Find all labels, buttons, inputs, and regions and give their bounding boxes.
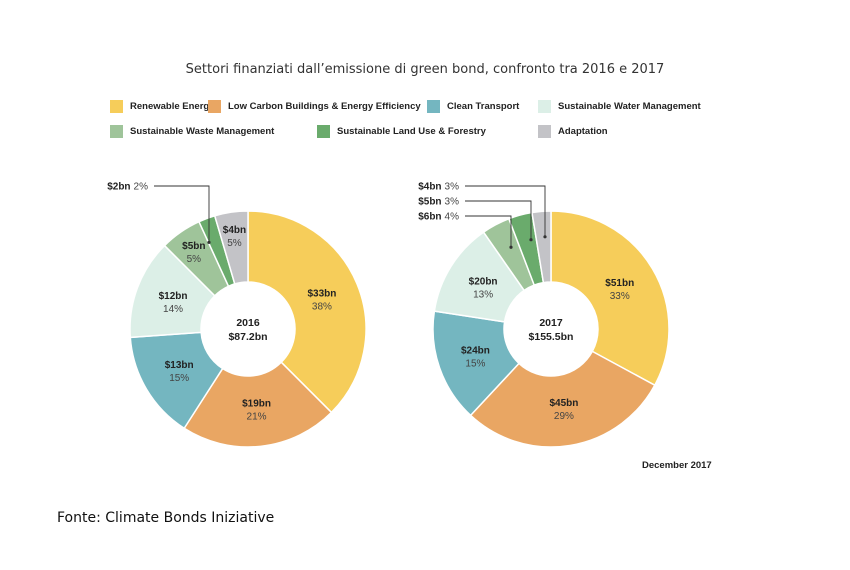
- legend-item-sustainable-waste: Sustainable Waste Management: [110, 125, 274, 138]
- donut-slice: [213, 210, 249, 285]
- callout-label: $2bn 2%: [107, 182, 148, 193]
- legend-label: Adaptation: [558, 126, 608, 137]
- donut-slice: [129, 331, 224, 430]
- legend-item-sustainable-water: Sustainable Water Management: [538, 100, 701, 113]
- slice-amount-label: $20bn: [469, 277, 498, 288]
- slice-percent-label: 15%: [465, 358, 485, 369]
- slice-percent-label: 14%: [163, 304, 183, 315]
- center-total-label: $87.2bn: [228, 331, 267, 343]
- callout-dot: [509, 245, 513, 249]
- center-year-label: 2016: [236, 317, 260, 329]
- legend-item-low-carbon-buildings: Low Carbon Buildings & Energy Efficiency: [208, 100, 421, 113]
- donut-slice: [183, 361, 333, 448]
- slice-amount-label: $4bn: [223, 225, 246, 236]
- legend-label: Clean Transport: [447, 101, 520, 112]
- chart-title: Settori finanziati dall’emissione di gre…: [185, 62, 665, 77]
- slice-amount-label: $24bn: [461, 345, 490, 356]
- callout-label: $6bn 4%: [418, 212, 459, 223]
- callout-dot: [543, 235, 547, 239]
- legend-swatch: [317, 125, 330, 138]
- legend-swatch: [538, 125, 551, 138]
- callout-line: [465, 215, 512, 248]
- center-year-label: 2017: [539, 317, 563, 329]
- slice-amount-label: $12bn: [159, 291, 188, 302]
- legend-swatch: [538, 100, 551, 113]
- slice-amount-label: $51bn: [605, 278, 634, 289]
- callout-label: $5bn 3%: [418, 197, 459, 208]
- slice-percent-label: 33%: [610, 291, 630, 302]
- slice-amount-label: $45bn: [549, 398, 578, 409]
- slice-percent-label: 5%: [227, 238, 242, 249]
- callout-dot: [207, 240, 211, 244]
- donut-slice: [247, 210, 367, 414]
- callout-line: [154, 185, 210, 243]
- legend-label: Sustainable Waste Management: [130, 126, 275, 137]
- date-note: December 2017: [642, 460, 712, 471]
- slice-percent-label: 29%: [554, 411, 574, 422]
- slice-amount-label: $33bn: [307, 288, 336, 299]
- source-caption: Fonte: Climate Bonds Iniziative: [57, 510, 275, 526]
- legend-swatch: [110, 125, 123, 138]
- donut-slice: [469, 350, 656, 448]
- slice-percent-label: 15%: [169, 373, 189, 384]
- slice-percent-label: 21%: [247, 412, 267, 423]
- legend-swatch: [208, 100, 221, 113]
- legend-item-renewable-energy: Renewable Energy: [110, 100, 214, 113]
- center-total-label: $155.5bn: [529, 331, 574, 343]
- slice-percent-label: 13%: [473, 290, 493, 301]
- donut-slice: [531, 210, 552, 284]
- legend-label: Sustainable Land Use & Forestry: [337, 126, 486, 137]
- callout-line: [465, 200, 532, 240]
- legend-label: Low Carbon Buildings & Energy Efficiency: [228, 101, 421, 112]
- legend-swatch: [110, 100, 123, 113]
- callout-line: [465, 185, 546, 237]
- legend-label: Renewable Energy: [130, 101, 215, 112]
- legend-swatch: [427, 100, 440, 113]
- slice-percent-label: 5%: [187, 254, 202, 265]
- legend-item-clean-transport: Clean Transport: [427, 100, 519, 113]
- slice-percent-label: 38%: [312, 301, 332, 312]
- callout-dot: [529, 238, 533, 242]
- slice-amount-label: $5bn: [182, 241, 205, 252]
- callout-label: $4bn 3%: [418, 182, 459, 193]
- legend: Renewable Energy Low Carbon Buildings & …: [110, 100, 750, 140]
- donut-slice: [550, 210, 670, 387]
- legend-item-adaptation: Adaptation: [538, 125, 608, 138]
- slice-amount-label: $19bn: [242, 399, 271, 410]
- slice-amount-label: $13bn: [165, 360, 194, 371]
- legend-item-sustainable-land-use: Sustainable Land Use & Forestry: [317, 125, 486, 138]
- legend-label: Sustainable Water Management: [558, 101, 701, 112]
